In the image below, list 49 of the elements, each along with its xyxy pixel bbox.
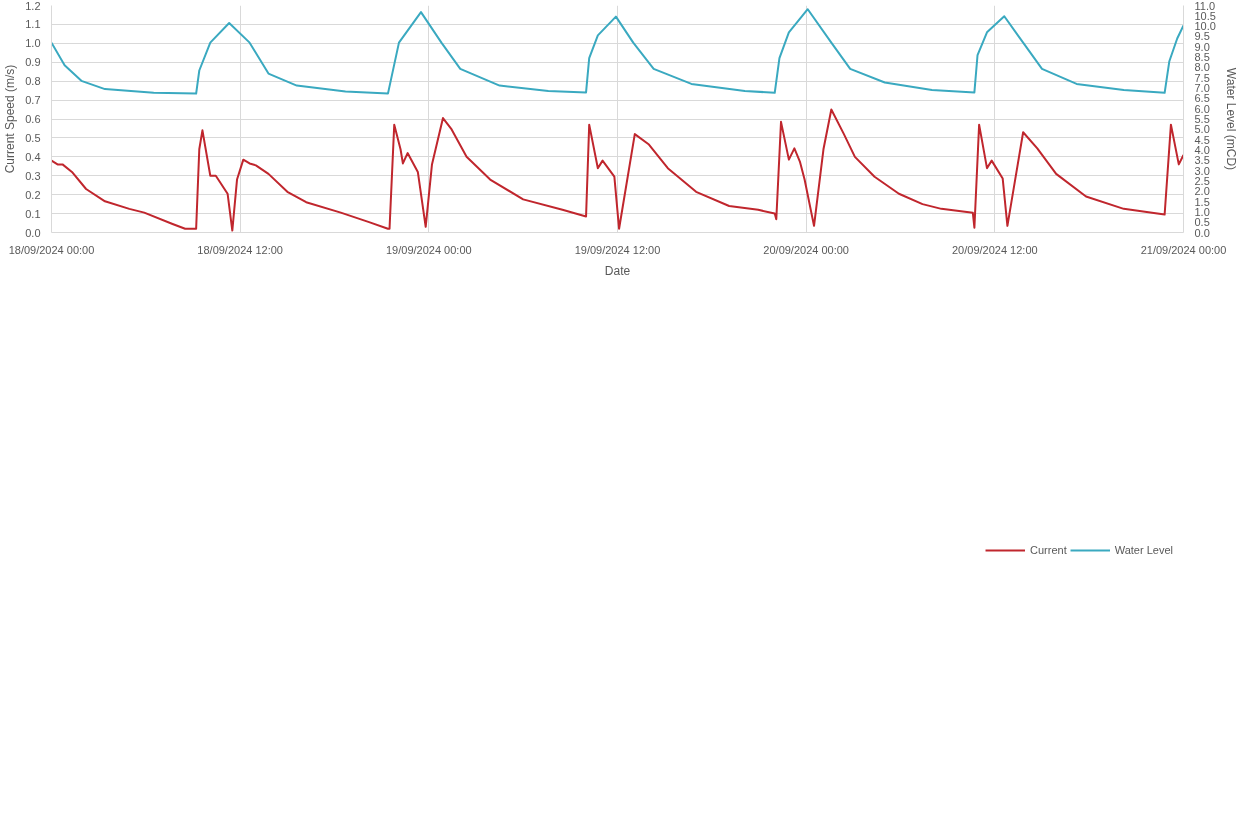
x-tick-label: 18/09/2024 12:00 — [197, 243, 283, 256]
y2-tick-label: 5.5 — [1194, 113, 1210, 125]
y2-tick-label: 8.5 — [1194, 51, 1210, 64]
x-tick-label: 19/09/2024 12:00 — [574, 243, 661, 256]
x-axis-title: Date — [604, 263, 631, 278]
y2-tick-label: 10.0 — [1194, 20, 1216, 33]
x-tick-label: 20/09/2024 00:00 — [763, 243, 849, 256]
y-tick-label: 0.0 — [25, 226, 41, 239]
y2-tick-label: 2.5 — [1194, 174, 1210, 187]
y2-tick-label: 5.0 — [1194, 123, 1210, 136]
y2-tick-label: 3.0 — [1194, 164, 1210, 177]
y2-tick-label: 3.5 — [1194, 154, 1210, 167]
legend-label: Current — [1030, 544, 1067, 556]
y2-tick-label: 0.0 — [1194, 226, 1210, 239]
y-tick-label: 0.4 — [25, 150, 41, 163]
y-tick-label: 1.2 — [25, 0, 41, 12]
y2-tick-label: 1.5 — [1194, 195, 1210, 208]
y2-tick-label: 2.0 — [1194, 185, 1210, 198]
y-tick-label: 0.3 — [25, 169, 41, 182]
x-tick-label: 18/09/2024 00:00 — [8, 243, 95, 256]
y-tick-label: 0.6 — [25, 113, 41, 125]
y2-tick-label: 7.0 — [1194, 82, 1210, 95]
y2-tick-label: 8.0 — [1194, 61, 1210, 74]
y2-tick-label: 9.5 — [1194, 30, 1210, 43]
y-tick-label: 0.2 — [25, 188, 41, 201]
y2-tick-label: 6.5 — [1194, 92, 1210, 105]
y-axis-title: Current Speed (m/s) — [3, 64, 18, 174]
x-tick-label: 21/09/2024 00:00 — [1140, 243, 1227, 256]
y-tick-label: 0.5 — [25, 131, 41, 144]
y2-tick-label: 11.0 — [1194, 0, 1216, 12]
y2-tick-label: 1.0 — [1194, 205, 1210, 218]
y-tick-label: 0.7 — [25, 94, 41, 107]
y2-tick-label: 4.5 — [1194, 133, 1210, 146]
y2-tick-label: 9.0 — [1194, 40, 1210, 53]
y-tick-label: 1.0 — [25, 37, 41, 50]
x-tick-label: 19/09/2024 00:00 — [386, 243, 472, 256]
y2-tick-label: 4.0 — [1194, 143, 1210, 156]
y-tick-label: 1.1 — [25, 18, 41, 31]
y-tick-label: 0.1 — [25, 207, 41, 220]
y-tick-label: 0.9 — [25, 56, 41, 69]
y2-tick-label: 10.5 — [1194, 9, 1216, 22]
y-tick-label: 0.8 — [25, 75, 41, 88]
legend-label: Water Level — [1114, 544, 1173, 556]
x-tick-label: 20/09/2024 12:00 — [952, 243, 1038, 256]
y2-tick-label: 7.5 — [1194, 71, 1210, 84]
y2-tick-label: 6.0 — [1194, 102, 1210, 115]
y2-tick-label: 0.5 — [1194, 216, 1210, 229]
y2-axis-title: Water Level (mCD) — [1223, 67, 1238, 171]
line-series — [51, 8, 1184, 95]
